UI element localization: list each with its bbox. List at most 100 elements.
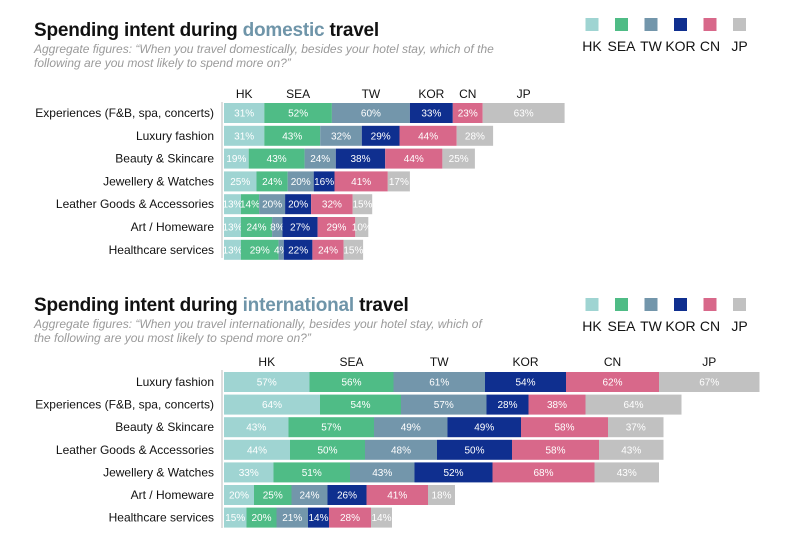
international-bar-label-sea-row-0: 56% bbox=[341, 378, 361, 389]
domestic-bar-label-hk-row-0: 31% bbox=[234, 109, 254, 120]
international-bar-label-kor-row-6: 14% bbox=[308, 513, 328, 524]
domestic-bar-label-tw-row-3: 20% bbox=[291, 177, 311, 188]
domestic-bar-label-jp-row-0: 63% bbox=[514, 109, 534, 120]
international-bar-sea-row-5 bbox=[254, 485, 292, 505]
domestic-bar-kor-row-0 bbox=[409, 103, 453, 123]
international-bar-cn-row-5 bbox=[366, 485, 428, 505]
international-bar-tw-row-3 bbox=[365, 439, 437, 460]
international-bar-sea-row-1 bbox=[320, 394, 401, 415]
domestic-bar-hk-row-3 bbox=[224, 171, 257, 192]
international-bar-tw-row-2 bbox=[374, 417, 448, 438]
domestic-category-label-5: Art / Homeware bbox=[131, 220, 215, 234]
international-bar-hk-row-2 bbox=[224, 417, 289, 438]
international-bar-label-cn-row-2: 58% bbox=[554, 423, 574, 434]
international-bar-jp-row-4 bbox=[594, 462, 659, 483]
international-bar-label-jp-row-4: 43% bbox=[617, 468, 637, 479]
international-bar-sea-row-2 bbox=[288, 417, 374, 438]
international-bar-kor-row-0 bbox=[485, 372, 566, 392]
international-bar-label-tw-row-1: 57% bbox=[434, 400, 454, 411]
domestic-bar-sea-row-6 bbox=[240, 239, 279, 260]
international-bar-kor-row-2 bbox=[447, 417, 521, 438]
domestic-legend-swatch-sea bbox=[615, 18, 628, 31]
international-bar-hk-row-3 bbox=[224, 439, 290, 460]
domestic-title-highlight: domestic bbox=[242, 20, 325, 41]
domestic-bar-tw-row-5 bbox=[272, 217, 283, 237]
international-bar-jp-row-6 bbox=[371, 507, 392, 528]
international-bar-label-cn-row-6: 28% bbox=[340, 513, 360, 524]
international-bar-hk-row-4 bbox=[224, 462, 274, 483]
international-bar-label-hk-row-6: 15% bbox=[225, 513, 245, 524]
domestic-bar-label-cn-row-2: 44% bbox=[404, 154, 424, 165]
domestic-bar-label-tw-row-0: 60% bbox=[361, 109, 381, 120]
international-bar-label-hk-row-1: 64% bbox=[262, 400, 282, 411]
domestic-bar-label-jp-row-1: 28% bbox=[465, 131, 485, 142]
international-legend-swatch-hk bbox=[585, 298, 599, 311]
domestic-category-label-6: Healthcare services bbox=[109, 243, 214, 257]
international-bar-label-jp-row-2: 37% bbox=[626, 423, 646, 434]
domestic-bar-label-jp-row-3: 17% bbox=[389, 177, 409, 188]
international-category-label-1: Experiences (F&B, spa, concerts) bbox=[35, 398, 214, 412]
domestic-bar-cn-row-0 bbox=[452, 103, 483, 123]
domestic-legend-swatch-jp bbox=[733, 18, 746, 31]
domestic-bar-cn-row-3 bbox=[334, 171, 388, 192]
domestic-bar-tw-row-1 bbox=[320, 125, 362, 146]
international-bar-label-tw-row-6: 21% bbox=[282, 513, 302, 524]
international-legend-swatch-cn bbox=[703, 298, 717, 311]
domestic-bar-kor-row-6 bbox=[283, 239, 313, 260]
domestic-bar-label-tw-row-2: 24% bbox=[310, 154, 330, 165]
domestic-bar-label-cn-row-0: 23% bbox=[458, 109, 478, 120]
domestic-category-label-3: Jewellery & Watches bbox=[103, 174, 214, 188]
domestic-bar-label-cn-row-6: 24% bbox=[318, 245, 338, 256]
domestic-bar-label-jp-row-2: 25% bbox=[449, 154, 469, 165]
international-bar-label-hk-row-5: 20% bbox=[229, 491, 249, 502]
international-bar-label-hk-row-3: 44% bbox=[247, 445, 267, 456]
domestic-bar-label-kor-row-1: 29% bbox=[371, 131, 391, 142]
international-bar-hk-row-5 bbox=[224, 485, 254, 505]
international-bar-cn-row-3 bbox=[512, 439, 599, 460]
domestic-title-prefix: Spending intent during bbox=[34, 20, 243, 41]
domestic-bar-cn-row-5 bbox=[317, 217, 356, 237]
domestic-bar-tw-row-0 bbox=[331, 103, 410, 123]
international-bar-label-cn-row-1: 38% bbox=[547, 400, 567, 411]
domestic-bar-hk-row-1 bbox=[224, 125, 265, 146]
domestic-category-label-1: Luxury fashion bbox=[136, 129, 214, 143]
domestic-bar-label-kor-row-4: 20% bbox=[288, 200, 308, 211]
domestic-bar-sea-row-2 bbox=[248, 148, 305, 169]
international-bar-tw-row-0 bbox=[393, 372, 485, 392]
domestic-legend-label-sea: SEA bbox=[607, 38, 636, 54]
domestic-title-suffix: travel bbox=[324, 20, 380, 41]
domestic-legend-label-kor: KOR bbox=[665, 38, 695, 54]
domestic-bar-tw-row-2 bbox=[304, 148, 336, 169]
international-subtitle: Aggregate figures: “When you travel inte… bbox=[34, 317, 482, 345]
domestic-bar-hk-row-0 bbox=[224, 103, 265, 123]
international-category-label-5: Art / Homeware bbox=[131, 488, 215, 502]
international-bar-jp-row-5 bbox=[428, 485, 455, 505]
international-bar-kor-row-4 bbox=[414, 462, 493, 483]
domestic-bar-hk-row-4 bbox=[224, 194, 241, 215]
international-bar-label-kor-row-3: 50% bbox=[464, 445, 484, 456]
domestic-bar-jp-row-0 bbox=[482, 103, 565, 123]
domestic-bar-cn-row-4 bbox=[311, 194, 353, 215]
international-bar-sea-row-0 bbox=[309, 372, 394, 392]
domestic-legend-swatch-cn bbox=[703, 18, 717, 31]
international-bar-hk-row-0 bbox=[224, 372, 310, 392]
domestic-bar-jp-row-1 bbox=[456, 125, 494, 146]
international-bar-sea-row-3 bbox=[290, 439, 365, 460]
domestic-bar-sea-row-0 bbox=[264, 103, 332, 123]
domestic-legend-label-hk: HK bbox=[582, 38, 602, 54]
international-bar-label-sea-row-1: 54% bbox=[350, 400, 370, 411]
domestic-bar-jp-row-5 bbox=[355, 217, 369, 237]
domestic-bar-label-hk-row-4: 13% bbox=[222, 200, 242, 211]
international-bar-hk-row-6 bbox=[224, 507, 247, 528]
international-bar-tw-row-5 bbox=[291, 485, 328, 505]
international-bar-tw-row-6 bbox=[276, 507, 308, 528]
domestic-bar-tw-row-6 bbox=[278, 239, 284, 260]
domestic-bar-cn-row-6 bbox=[312, 239, 344, 260]
international-legend-label-jp: JP bbox=[731, 318, 747, 334]
domestic-bar-label-tw-row-4: 20% bbox=[262, 200, 282, 211]
domestic-bar-label-sea-row-1: 43% bbox=[282, 131, 302, 142]
international-bar-sea-row-6 bbox=[246, 507, 277, 528]
domestic-bar-label-kor-row-0: 33% bbox=[421, 109, 441, 120]
international-bar-jp-row-0 bbox=[659, 372, 760, 392]
international-column-header-hk: HK bbox=[258, 355, 275, 369]
